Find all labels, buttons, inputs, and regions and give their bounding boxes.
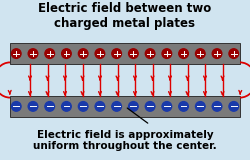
Ellipse shape	[112, 49, 122, 58]
Bar	[10, 96, 240, 117]
Ellipse shape	[212, 102, 222, 111]
Ellipse shape	[196, 102, 205, 111]
Ellipse shape	[212, 49, 222, 58]
Ellipse shape	[112, 102, 122, 111]
Ellipse shape	[179, 102, 188, 111]
Ellipse shape	[95, 102, 105, 111]
Text: Electric field between two
charged metal plates: Electric field between two charged metal…	[38, 2, 212, 30]
Ellipse shape	[45, 102, 54, 111]
Ellipse shape	[28, 49, 38, 58]
Ellipse shape	[95, 49, 105, 58]
Ellipse shape	[78, 102, 88, 111]
Ellipse shape	[128, 102, 138, 111]
Text: Electric field is approximately
uniform throughout the center.: Electric field is approximately uniform …	[33, 130, 217, 151]
Ellipse shape	[145, 102, 155, 111]
Ellipse shape	[62, 49, 71, 58]
Bar	[10, 43, 240, 64]
Ellipse shape	[12, 102, 21, 111]
Ellipse shape	[12, 49, 21, 58]
Ellipse shape	[45, 49, 54, 58]
Ellipse shape	[78, 49, 88, 58]
Ellipse shape	[62, 102, 71, 111]
Ellipse shape	[145, 49, 155, 58]
Ellipse shape	[179, 49, 188, 58]
Ellipse shape	[28, 102, 38, 111]
Ellipse shape	[162, 49, 172, 58]
Ellipse shape	[229, 102, 238, 111]
Ellipse shape	[196, 49, 205, 58]
Ellipse shape	[229, 49, 238, 58]
Ellipse shape	[128, 49, 138, 58]
Ellipse shape	[162, 102, 172, 111]
